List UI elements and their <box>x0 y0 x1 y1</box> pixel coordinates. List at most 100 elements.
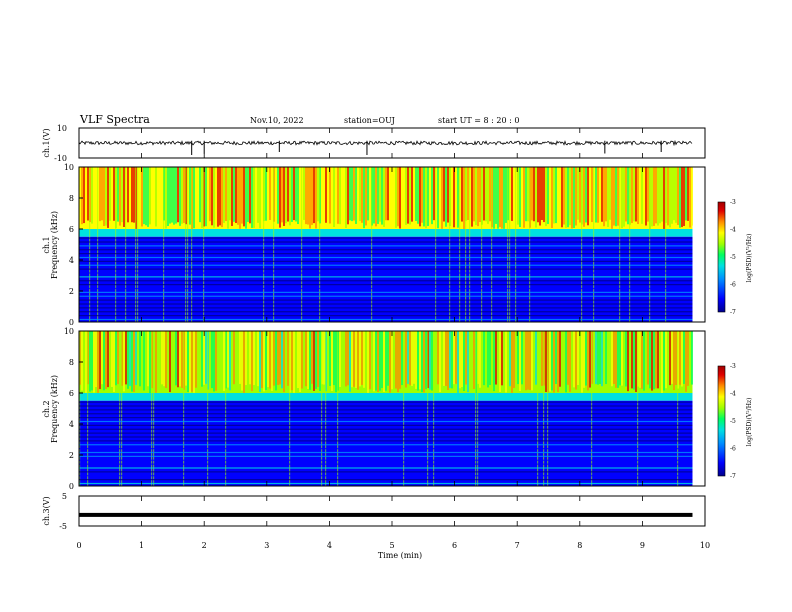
spectrogram-streak <box>377 167 379 224</box>
spectrogram-streak <box>149 331 151 393</box>
spectrogram-streak <box>623 331 625 388</box>
spectrogram-streak <box>191 331 193 392</box>
spectrogram-line <box>79 432 693 434</box>
spectrogram-streak <box>681 331 683 387</box>
spectrogram-streak <box>297 331 299 389</box>
spectrogram-streak <box>239 331 241 384</box>
spectrogram-line <box>79 479 693 481</box>
spectrogram-impulse <box>289 331 291 486</box>
spectrogram-streak <box>99 167 101 222</box>
spectrogram-impulse <box>97 167 99 322</box>
spectrogram-streak <box>523 331 525 389</box>
spectrogram-streak <box>193 331 195 393</box>
spectrogram-streak <box>571 331 573 385</box>
spectrogram-impulse <box>649 167 651 322</box>
spectrogram-streak <box>499 331 501 392</box>
spectrogram-streak <box>687 331 689 386</box>
ch3-waveform-line <box>79 512 693 517</box>
spectrogram-streak <box>201 167 203 228</box>
xtick-label: 6 <box>452 541 457 550</box>
spectrogram-streak <box>497 167 499 229</box>
spectrogram-streak <box>133 331 135 392</box>
spectrogram-streak <box>457 167 459 228</box>
spectrogram-streak <box>577 167 579 220</box>
spectrogram-line <box>79 311 693 313</box>
ytick-label: 10 <box>64 163 74 172</box>
spectrogram-streak <box>249 167 251 224</box>
spectrogram-streak <box>125 331 127 385</box>
spectrogram-streak <box>553 167 555 224</box>
spectrogram-streak <box>531 167 533 221</box>
spectrogram-line <box>79 318 693 321</box>
spectrogram-streak <box>349 331 351 392</box>
spectrogram-impulse <box>593 167 595 322</box>
spectrogram-line <box>79 482 693 485</box>
spectrogram-streak <box>197 167 199 223</box>
spectrogram-streak <box>103 167 105 227</box>
spectrogram-streak <box>477 167 479 227</box>
spectrogram-streak <box>223 331 225 391</box>
spectrogram-streak <box>413 331 415 384</box>
spectrogram-streak <box>471 167 473 227</box>
spectrogram-impulse <box>509 167 511 322</box>
spectrogram-line <box>79 436 693 438</box>
spectrogram-impulse <box>115 167 117 322</box>
spectrogram-streak <box>487 167 489 224</box>
spectrogram-impulse <box>187 167 189 322</box>
spectrogram-streak <box>539 331 541 387</box>
spectrogram-streak <box>305 331 307 387</box>
spectrogram-streak <box>481 331 483 391</box>
spectrogram-streak <box>205 331 207 384</box>
spectrogram-streak <box>461 331 463 388</box>
spectrogram-impulse <box>427 331 429 486</box>
spectrogram-streak <box>565 331 567 393</box>
spectrogram-streak <box>431 331 433 391</box>
spectrogram-streak <box>569 167 571 226</box>
spectrogram-line <box>79 401 693 403</box>
spectrogram-streak <box>509 331 511 387</box>
spectrogram-streak <box>467 167 469 220</box>
spectrogram-streak <box>407 167 409 224</box>
spectrogram-streak <box>533 331 535 393</box>
spectrogram-streak <box>507 331 509 385</box>
spectrogram-streak <box>221 167 223 228</box>
spectrogram-impulse <box>507 167 509 322</box>
spectrogram-streak <box>447 331 449 391</box>
spectrogram-streak <box>367 331 369 393</box>
spectrogram-line <box>79 245 693 247</box>
spectrogram-streak <box>419 167 421 227</box>
spectrogram-streak <box>311 167 313 225</box>
spectrogram-streak <box>133 167 135 223</box>
spectrogram-streak <box>649 331 651 389</box>
spectrogram-streak <box>161 167 163 229</box>
spectrogram-impulse <box>225 331 227 486</box>
spectrogram-streak <box>353 167 355 221</box>
spectrogram-streak <box>323 331 325 385</box>
spectrogram-streak <box>157 331 159 390</box>
spectrogram-line <box>79 440 693 442</box>
spectrogram-line <box>79 455 693 457</box>
spectrogram-streak <box>489 167 491 222</box>
spectrogram-streak <box>117 331 119 385</box>
spectrogram-streak <box>661 331 663 393</box>
spectrogram-streak <box>287 167 289 222</box>
spectrogram-streak <box>331 167 333 229</box>
spectrogram-streak <box>579 331 581 391</box>
spectrogram-streak <box>495 331 497 385</box>
spectrogram-streak <box>235 167 237 224</box>
spectrogram-streak <box>259 331 261 392</box>
spectrogram-streak <box>267 167 269 227</box>
spectrogram-streak <box>411 167 413 222</box>
spectrogram-streak <box>463 167 465 229</box>
ch1-colorbar: -3 -4 -5 -6 -7 log(PSD)(V²/Hz) <box>717 199 753 316</box>
spectrogram-streak <box>665 331 667 389</box>
spectrogram-streak <box>217 331 219 387</box>
spectrogram-streak <box>401 167 403 222</box>
spectrogram-streak <box>171 331 173 390</box>
spectrogram-streak <box>551 167 553 228</box>
spectrogram-streak <box>149 167 151 225</box>
colorbar-tick-label: -5 <box>730 254 736 261</box>
spectrogram-streak <box>441 331 443 386</box>
spectrogram-streak <box>351 331 353 388</box>
spectrogram-streak <box>491 331 493 387</box>
